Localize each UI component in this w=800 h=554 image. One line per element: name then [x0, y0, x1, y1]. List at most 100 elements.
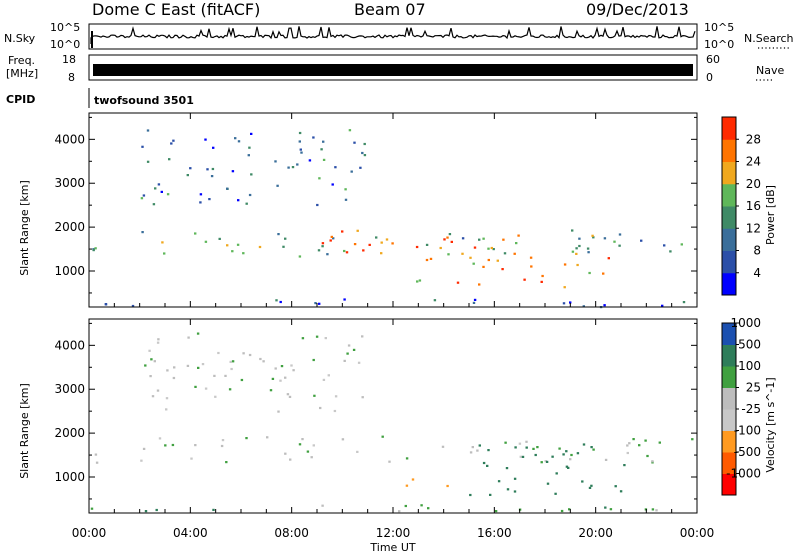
- heatmap-cell: [220, 444, 224, 448]
- heatmap-cell: [322, 378, 326, 381]
- power-heatmap: [92, 129, 686, 309]
- heatmap-cell: [153, 360, 156, 363]
- heatmap-cell: [350, 170, 353, 173]
- heatmap-cell: [343, 249, 346, 253]
- heatmap-cell: [211, 167, 215, 171]
- heatmap-cell: [288, 395, 292, 398]
- heatmap-cell: [613, 240, 616, 243]
- heatmap-cell: [576, 452, 580, 455]
- heatmap-cell: [250, 132, 253, 135]
- heatmap-cell: [317, 249, 321, 252]
- x-tick-label: 16:00: [477, 526, 512, 540]
- heatmap-cell: [517, 234, 520, 237]
- heatmap-cell: [658, 441, 661, 444]
- x-tick-label: 00:00: [680, 526, 715, 540]
- heatmap-cell: [298, 255, 302, 258]
- heatmap-cell: [405, 484, 409, 487]
- heatmap-cell: [327, 374, 330, 377]
- heatmap-cell: [478, 238, 481, 241]
- heatmap-cell: [489, 493, 492, 496]
- colorbar-tick-label: 25: [746, 381, 761, 395]
- heatmap-cell: [173, 366, 176, 369]
- heatmap-cell: [298, 140, 301, 143]
- heatmap-cell: [534, 453, 537, 457]
- heatmap-cell: [213, 374, 216, 377]
- heatmap-cell: [472, 262, 475, 265]
- heatmap-cell: [315, 335, 319, 338]
- freq-trace: [93, 64, 693, 76]
- heatmap-cell: [490, 246, 493, 250]
- heatmap-cell: [404, 504, 407, 508]
- heatmap-cell: [298, 131, 302, 135]
- nave-tick-bottom: 0: [706, 71, 713, 84]
- nave-tick-top: 60: [706, 53, 720, 66]
- heatmap-cell: [92, 249, 95, 252]
- heatmap-cell: [237, 199, 240, 202]
- heatmap-cell: [540, 461, 543, 464]
- heatmap-cell: [348, 129, 352, 132]
- heatmap-cell: [149, 375, 152, 378]
- heatmap-cell: [152, 203, 156, 206]
- heatmap-cell: [433, 299, 437, 302]
- heatmap-cell: [157, 183, 161, 186]
- heatmap-cell: [131, 304, 135, 308]
- heatmap-cell: [262, 360, 265, 363]
- heatmap-cell: [284, 452, 287, 455]
- heatmap-cell: [398, 510, 401, 513]
- heatmap-cell: [626, 444, 629, 447]
- colorbar-segment: [722, 452, 736, 474]
- heatmap-cell: [447, 253, 450, 256]
- heatmap-cell: [501, 268, 504, 271]
- heatmap-cell: [575, 252, 578, 255]
- heatmap-cell: [478, 444, 481, 447]
- heatmap-cell: [308, 159, 312, 162]
- heatmap-cell: [563, 263, 567, 266]
- heatmap-cell: [361, 396, 364, 399]
- heatmap-cell: [187, 336, 190, 339]
- freq-label-1: Freq.: [8, 54, 35, 67]
- noise-tick-top-right: 10^5: [704, 21, 734, 34]
- heatmap-cell: [588, 486, 592, 489]
- heatmap-cell: [150, 358, 153, 361]
- y-tick-label: 2000: [54, 220, 85, 234]
- heatmap-cell: [322, 140, 325, 143]
- heatmap-cell: [210, 175, 214, 178]
- heatmap-cell: [425, 243, 429, 246]
- colorbar-segment: [722, 323, 736, 345]
- colorbar-segment: [722, 387, 736, 410]
- heatmap-cell: [240, 378, 244, 382]
- heatmap-cell: [570, 453, 573, 457]
- heatmap-cell: [353, 243, 357, 246]
- heatmap-cell: [560, 509, 564, 513]
- heatmap-cell: [319, 406, 322, 410]
- heatmap-cell: [536, 446, 539, 449]
- heatmap-cell: [158, 437, 162, 440]
- heatmap-cell: [375, 236, 378, 239]
- colorbar-segment: [722, 272, 736, 296]
- heatmap-cell: [286, 393, 290, 396]
- colorbar-tick-label: 1000: [730, 316, 761, 330]
- heatmap-cell: [225, 461, 228, 464]
- heatmap-cell: [571, 250, 575, 253]
- heatmap-cell: [206, 168, 209, 171]
- heatmap-cell: [94, 247, 97, 250]
- heatmap-cell: [291, 166, 295, 169]
- cpid-label: CPID: [6, 93, 35, 106]
- heatmap-cell: [248, 353, 252, 357]
- time-x-axis: 00:00 04:00 08:00 12:00 16:00 20:00 00:00: [72, 113, 715, 540]
- heatmap-cell: [279, 300, 282, 304]
- xaxis-label: Time UT: [369, 541, 415, 554]
- heatmap-cell: [242, 352, 245, 355]
- heatmap-cell: [226, 244, 229, 247]
- heatmap-cell: [588, 271, 591, 275]
- heatmap-cell: [196, 332, 200, 335]
- heatmap-cell: [221, 439, 225, 442]
- heatmap-cell: [691, 438, 694, 441]
- heatmap-cell: [575, 247, 578, 250]
- heatmap-cell: [204, 240, 208, 243]
- heatmap-cell: [292, 369, 295, 372]
- x-tick-label: 04:00: [173, 526, 208, 540]
- heatmap-cell: [361, 151, 364, 155]
- heatmap-cell: [482, 265, 485, 268]
- heatmap-cell: [363, 142, 366, 146]
